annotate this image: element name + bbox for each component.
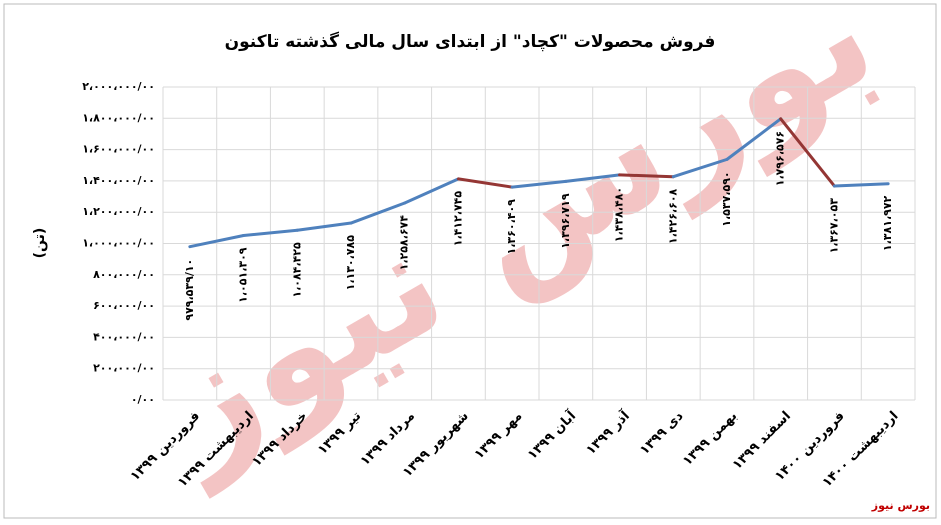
y-tick-label: ۱،۸۰۰،۰۰۰/۰۰: [82, 111, 155, 124]
line-segment: [671, 157, 729, 179]
line-segment: [188, 233, 246, 249]
data-label: ۱،۰۵۱،۳۰۹: [237, 247, 250, 303]
y-tick-label: ۲۰۰،۰۰۰/۰۰: [93, 362, 155, 375]
line-segment: [295, 221, 353, 232]
data-label: ۱،۷۹۶،۵۷۶: [774, 131, 787, 186]
line-segment: [510, 179, 568, 189]
data-label: ۱،۳۸۱،۹۷۲: [881, 195, 894, 251]
line-segment: [564, 173, 622, 183]
data-label: ۹۷۹،۵۳۹/۱۰: [183, 259, 196, 321]
data-label: ۱،۵۳۷،۵۹۰: [720, 171, 733, 226]
line-segment: [403, 177, 460, 205]
y-axis-label: (تن): [32, 228, 48, 259]
line-segment: [725, 117, 783, 161]
y-tick-label: ۱،۴۰۰،۰۰۰/۰۰: [82, 174, 155, 187]
line-segment: [779, 117, 836, 188]
chart-border: [3, 3, 937, 519]
data-label: ۱،۳۶۰،۴۰۹: [505, 199, 518, 255]
data-label: ۱،۳۶۷،۰۵۳: [827, 198, 840, 254]
data-label: ۱،۲۵۸،۶۷۴: [398, 215, 411, 271]
y-tick-label: ۶۰۰،۰۰۰/۰۰: [93, 299, 155, 312]
y-tick-label: ۸۰۰،۰۰۰/۰۰: [93, 268, 155, 281]
y-tick-label: ۴۰۰،۰۰۰/۰۰: [93, 330, 155, 343]
data-label: ۱،۳۹۶،۷۱۹: [559, 193, 572, 249]
data-label: ۱،۴۲۶،۶۰۸: [666, 188, 679, 244]
y-tick-label: ۰/۰۰: [131, 393, 155, 406]
source: بورس نیوز: [871, 499, 930, 512]
chart-title: فروش محصولات "کچاد" از ابتدای سال مالی گ…: [225, 31, 716, 52]
data-label: ۱،۴۳۸،۴۸۰: [613, 187, 626, 242]
line-segment: [242, 228, 299, 237]
data-label: ۱،۴۱۲،۷۴۵: [451, 191, 464, 247]
y-tick-label: ۱،۶۰۰،۰۰۰/۰۰: [82, 143, 155, 156]
line-segment: [618, 173, 675, 179]
y-tick-label: ۲،۰۰۰،۰۰۰/۰۰: [82, 80, 155, 93]
data-label: ۱،۱۳۰،۷۸۵: [344, 235, 357, 291]
y-tick-label: ۱،۰۰۰،۰۰۰/۰۰: [82, 237, 155, 250]
line-segment: [349, 201, 407, 225]
line-segment: [832, 182, 890, 188]
line-segment: [456, 177, 514, 189]
y-tick-label: ۱،۲۰۰،۰۰۰/۰۰: [82, 205, 155, 218]
data-label: ۱،۰۸۴،۴۲۵: [290, 242, 303, 298]
